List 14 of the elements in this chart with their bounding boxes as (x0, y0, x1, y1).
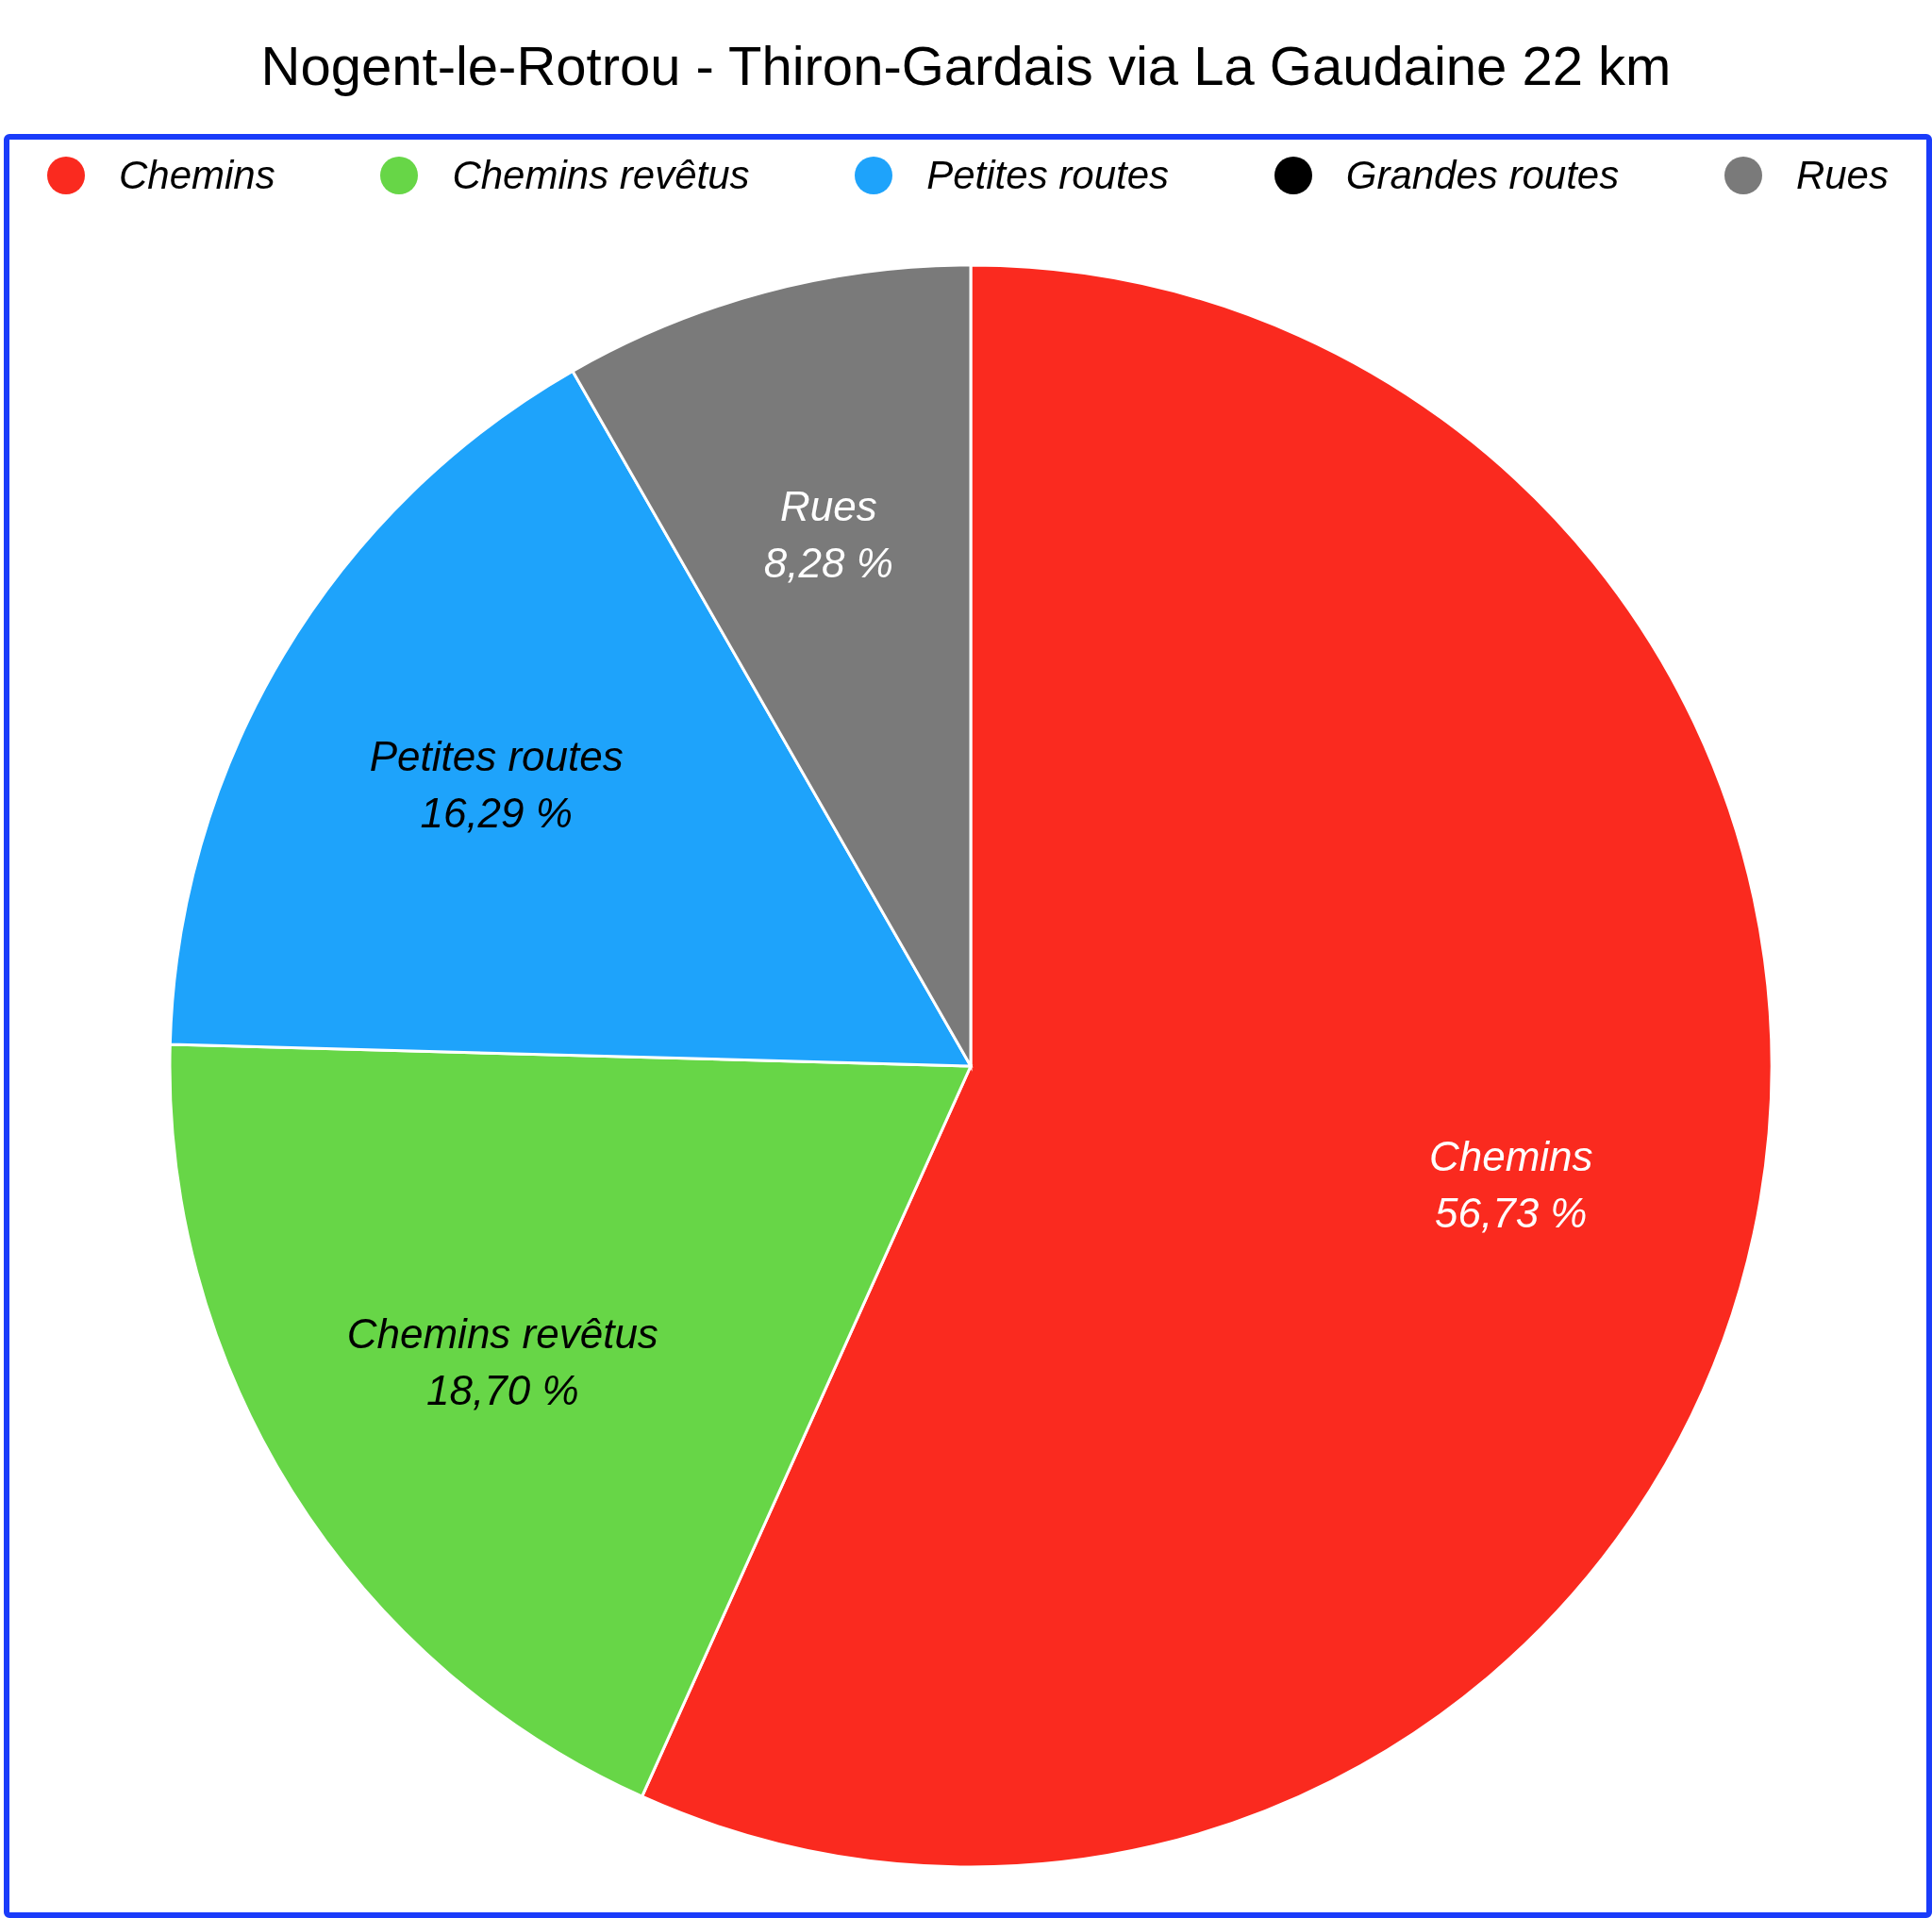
slice-label: Petites routes (369, 733, 624, 780)
slice-label: Chemins revêtus (346, 1310, 658, 1358)
data-label: 18,70 % (426, 1367, 579, 1414)
slice-label: Chemins (1428, 1132, 1593, 1179)
slice-label: Rues (779, 482, 877, 529)
chart-title: Nogent-le-Rotrou - Thiron-Gardais via La Gaudaine 22 km (259, 34, 1673, 97)
data-label: 8,28 % (763, 539, 893, 586)
legend-label: Rues (1795, 153, 1889, 198)
legend-label: Grandes routes (1345, 153, 1620, 198)
data-label: 16,29 % (420, 790, 573, 837)
legend-label: Chemins revêtus (452, 153, 750, 198)
legend-label: Chemins (119, 153, 275, 198)
legend-label: Petites routes (926, 153, 1170, 198)
data-label: 56,73 % (1435, 1189, 1588, 1236)
